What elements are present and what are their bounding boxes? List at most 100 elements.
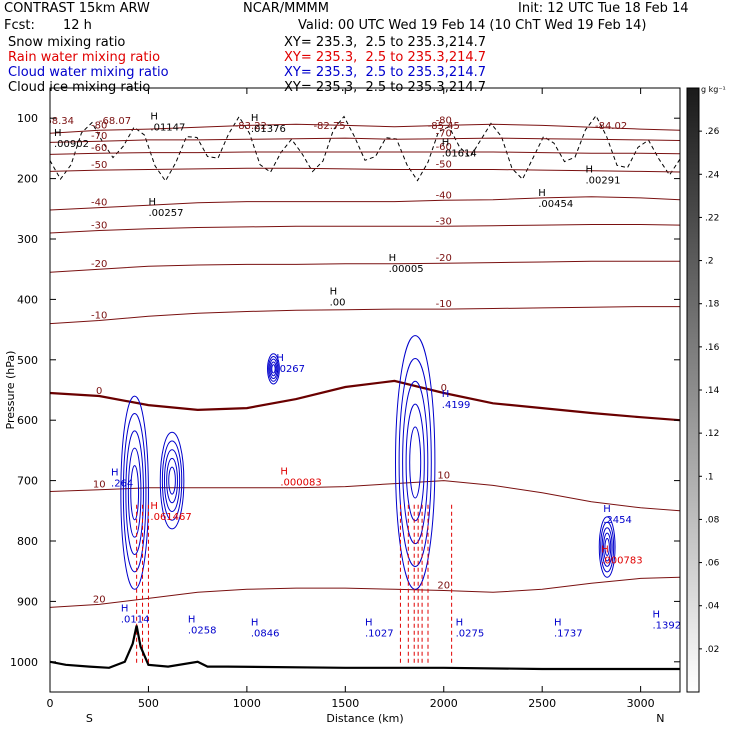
colorbar-tick-label: .2 — [705, 257, 714, 267]
cloud-water-contour — [125, 430, 144, 555]
maximum-marker: H — [601, 544, 609, 555]
minimum-label: -68.34 — [42, 116, 74, 127]
field-xy-snow: XY= 235.3, 2.5 to 235.3,214.7 — [284, 35, 487, 50]
maximum-label: .1392 — [652, 621, 681, 632]
plot-area: -80 -80-70 -70-60 -60-50 -50-40-40-30 -30-20-… — [42, 111, 681, 671]
maximum-label: .01614 — [442, 148, 477, 159]
isotherm-line — [50, 306, 680, 325]
maximum-marker: H — [389, 253, 397, 264]
isotherm-label: -20 — [436, 253, 452, 264]
isotherm-label: 20 — [93, 594, 106, 605]
isotherm-label: -10 — [91, 311, 107, 322]
maximum-label: .00005 — [389, 264, 424, 275]
isotherm-label: -80 — [436, 115, 452, 126]
maximum-label: .0267 — [276, 364, 305, 375]
isotherm-label: 10 — [437, 471, 450, 482]
isotherm-label: 20 — [437, 581, 450, 592]
cloud-water-contour — [598, 516, 616, 578]
maximum-marker: H — [538, 188, 546, 199]
cloud-water-contour — [271, 364, 276, 374]
isotherm-label: 10 — [93, 480, 106, 491]
maximum-marker: H — [554, 617, 562, 628]
colorbar-tick-label: .18 — [705, 300, 720, 310]
cloud-water-contour — [127, 447, 142, 538]
field-xy-cloud-water: XY= 235.3, 2.5 to 235.3,214.7 — [284, 65, 487, 80]
y-tick-label: 100 — [17, 112, 38, 125]
maximum-marker: H — [111, 468, 119, 479]
colorbar-tick-label: .04 — [705, 602, 720, 612]
org-label: NCAR/MMMM — [243, 1, 329, 16]
isotherm-label: -70 — [91, 131, 107, 142]
cloud-water-contour — [604, 538, 610, 557]
maximum-marker: H — [188, 614, 196, 625]
x-tick-label: 3000 — [627, 697, 655, 710]
maximum-label: .264 — [111, 479, 133, 490]
colorbar-tick-label: .16 — [705, 343, 720, 353]
isotherm-label: -30 — [436, 216, 452, 227]
colorbar-tick-label: .22 — [705, 213, 719, 223]
isotherm-label: -10 — [436, 299, 452, 310]
colorbar-tick-label: .06 — [705, 559, 720, 569]
field-name-snow: Snow mixing ratio — [8, 35, 126, 50]
maximum-label: .1737 — [554, 628, 583, 639]
isotherm-line — [50, 260, 680, 273]
maximum-label: .00454 — [538, 199, 573, 210]
isotherm-line — [50, 379, 680, 422]
forecast-value: 12 h — [63, 18, 92, 33]
maximum-label: .00257 — [148, 208, 183, 219]
minimum-label: -68.07 — [99, 116, 131, 127]
isotherm-label: -40 — [91, 198, 107, 209]
cloud-water-contour — [405, 403, 425, 522]
cloud-water-contour — [600, 521, 615, 573]
isotherm-label: -20 — [91, 259, 107, 270]
isotherm-label: -70 — [436, 129, 452, 140]
isotherm-label: 0 — [96, 386, 102, 397]
colorbar-tick-label: .26 — [705, 127, 720, 137]
colorbar: .02 .04 .06 .08 .1 .12 .14 .16 .18 .2 .22 .24 .26 g k… — [686, 85, 726, 693]
cloud-water-contour — [120, 395, 149, 590]
isotherm-label: -50 — [91, 160, 107, 171]
maximum-label: .0114 — [121, 615, 150, 626]
maximum-label: .00902 — [54, 139, 89, 150]
north-label: N — [656, 712, 664, 725]
cloud-water-contour — [166, 457, 178, 504]
maximum-marker: H — [121, 604, 129, 615]
isotherm-line — [50, 151, 680, 155]
maximum-marker: H — [442, 389, 450, 400]
maximum-label: .0258 — [188, 625, 217, 636]
minimum-label: -85.45 — [428, 121, 460, 132]
maximum-marker: H — [442, 137, 450, 148]
cloud-water-contour — [130, 465, 140, 521]
isotherm-line — [50, 137, 680, 143]
axes-frame: 0 500 1000 1500 2000 2500 30001002003004005006… — [4, 87, 681, 725]
cloud-water-contour — [601, 527, 613, 567]
field-name-rain: Rain water mixing ratio — [8, 50, 161, 65]
maximum-marker: H — [251, 113, 259, 124]
plot-border — [49, 87, 681, 693]
maximum-marker: H — [280, 466, 288, 477]
terrain-line — [50, 625, 680, 671]
cloud-water-contour — [267, 353, 280, 385]
y-tick-label: 800 — [17, 535, 38, 548]
cloud-water-contour — [159, 431, 185, 530]
cloud-water-contour — [161, 440, 183, 521]
isotherm-line — [50, 167, 680, 173]
maximum-marker: H — [150, 501, 158, 512]
x-tick-label: 0 — [47, 697, 54, 710]
maximum-marker: H — [148, 197, 156, 208]
cloud-ice-contour — [50, 114, 680, 182]
maximum-marker: H — [276, 353, 284, 364]
colorbar-tick-label: .24 — [705, 170, 720, 180]
maximum-label: .01376 — [251, 124, 286, 135]
colorbar-unit: g kg⁻¹ — [701, 85, 726, 94]
y-tick-label: 1000 — [10, 656, 38, 669]
init-time: Init: 12 UTC Tue 18 Feb 14 — [518, 1, 689, 16]
y-tick-label: 200 — [17, 173, 38, 186]
y-tick-label: 900 — [17, 595, 38, 608]
maximum-marker: H — [456, 617, 464, 628]
isotherm-label: -60 — [436, 142, 452, 153]
isotherm-label: 0 — [441, 383, 447, 394]
colorbar-scale — [686, 87, 700, 693]
maximum-marker: H — [251, 617, 259, 628]
